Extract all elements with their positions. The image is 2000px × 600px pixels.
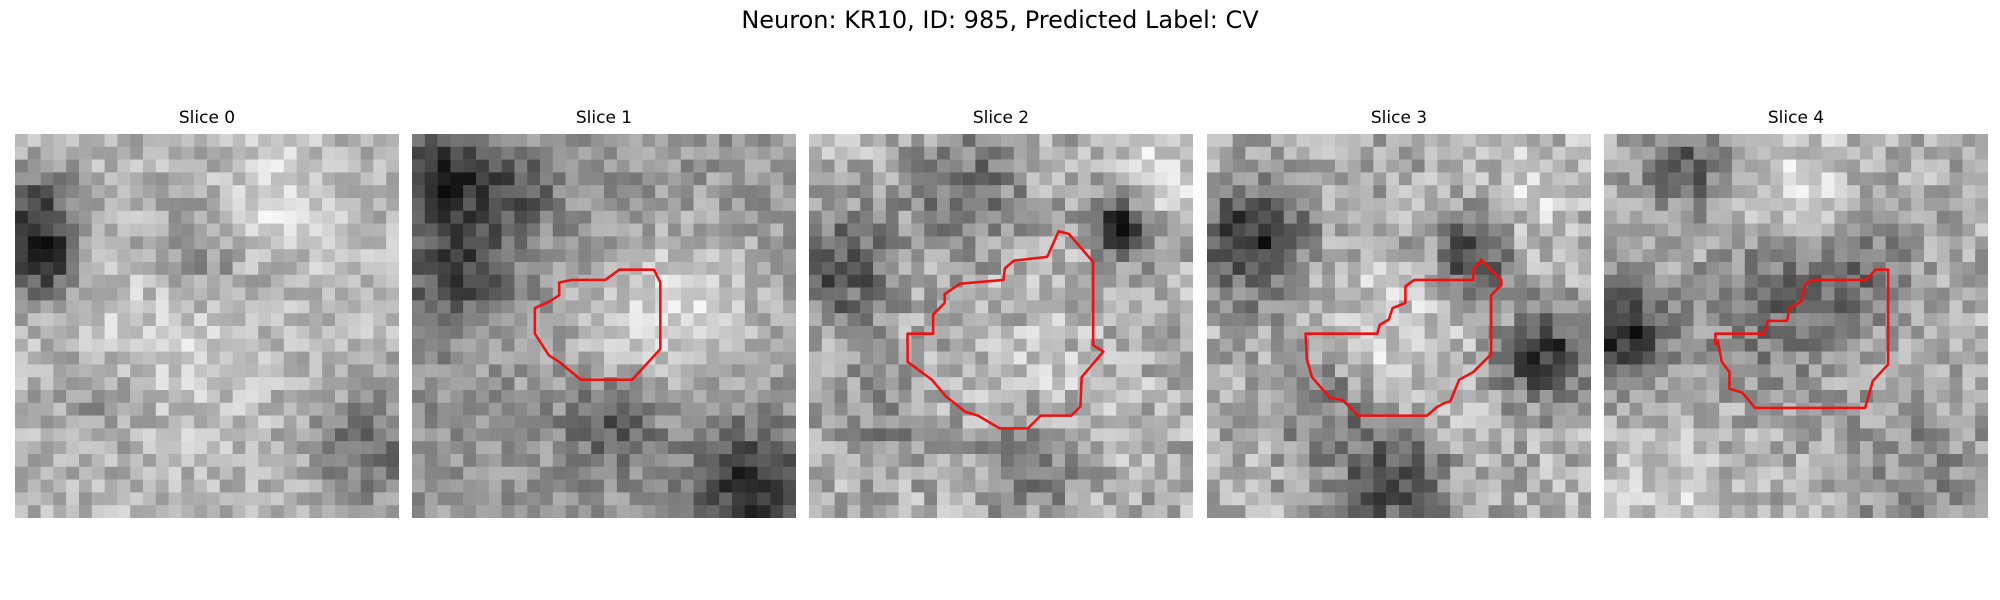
- figure-title: Neuron: KR10, ID: 985, Predicted Label: …: [741, 6, 1259, 34]
- panel-title: Slice 0: [178, 108, 236, 128]
- pixel-grid: [412, 134, 796, 518]
- pixel-grid: [1604, 134, 1988, 518]
- roi-contour: [1304, 258, 1503, 417]
- roi-contour: [1714, 268, 1890, 410]
- slice-image: [1604, 134, 1988, 518]
- pixel-grid: [15, 134, 399, 518]
- slice-image: [15, 134, 399, 518]
- slice-image: [809, 134, 1193, 518]
- roi-contour: [906, 230, 1105, 430]
- panel-title: Slice 2: [972, 108, 1030, 128]
- slice-image: [412, 134, 796, 518]
- slice-image: [1207, 134, 1591, 518]
- panel-title: Slice 1: [575, 108, 633, 128]
- panel-title: Slice 3: [1370, 108, 1428, 128]
- pixel-grid: [809, 134, 1193, 518]
- panel-title: Slice 4: [1767, 108, 1825, 128]
- pixel-grid: [1207, 134, 1591, 518]
- panel-slice-3: Slice 3: [1207, 108, 1591, 518]
- panel-slice-4: Slice 4: [1604, 108, 1988, 518]
- panel-slice-2: Slice 2: [809, 108, 1193, 518]
- panel-slice-0: Slice 0: [15, 108, 399, 518]
- roi-contour: [533, 268, 662, 382]
- panel-slice-1: Slice 1: [412, 108, 796, 518]
